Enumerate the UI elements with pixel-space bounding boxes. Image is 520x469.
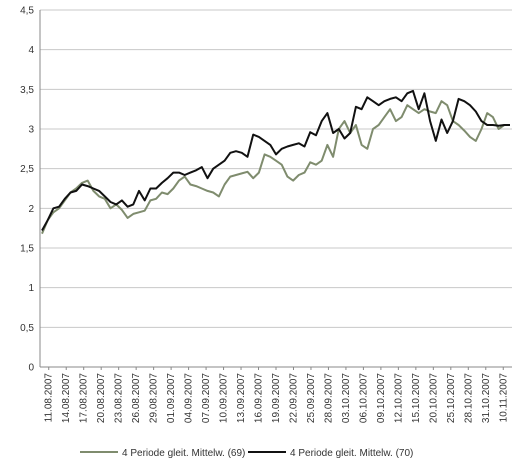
x-tick-label-13: 19.09.2007 <box>271 373 282 423</box>
x-tick-label-18: 06.10.2007 <box>358 373 369 423</box>
y-tick-label-6: 3 <box>28 125 34 136</box>
x-tick-label-26: 10.11.2007 <box>498 373 509 423</box>
x-tick-label-19: 09.10.2007 <box>376 373 387 423</box>
x-tick-label-11: 13.09.2007 <box>236 373 247 423</box>
x-tick-label-12: 16.09.2007 <box>254 373 265 423</box>
x-axis: 11.08.2007 14.08.2007 17.08.2007 20.08.2007… <box>40 366 512 423</box>
x-tick-label-16: 28.09.2007 <box>323 373 334 423</box>
x-tick-label-22: 20.10.2007 <box>428 373 439 423</box>
y-tick-label-7: 3,5 <box>20 85 34 96</box>
gridlines <box>40 9 512 368</box>
x-tick-label-4: 23.08.2007 <box>114 373 125 423</box>
legend: 4 Periode gleit. Mittelw. (69) 4 Periode… <box>80 448 413 459</box>
x-tick-label-21: 15.10.2007 <box>411 373 422 423</box>
x-tick-label-8: 04.09.2007 <box>184 373 195 423</box>
series-line-1 <box>41 89 510 231</box>
y-tick-label-8: 4 <box>28 45 34 56</box>
y-tick-label-4: 2 <box>28 204 34 215</box>
y-tick-label-5: 2,5 <box>20 164 34 175</box>
y-tick-label-9: 4,5 <box>20 6 34 17</box>
x-tick-label-20: 12.10.2007 <box>393 373 404 423</box>
x-tick-label-14: 22.09.2007 <box>288 373 299 423</box>
series-line-0 <box>41 100 510 235</box>
x-tick-label-17: 03.10.2007 <box>341 373 352 423</box>
x-tick-label-2: 17.08.2007 <box>79 373 90 423</box>
x-tick-label-7: 01.09.2007 <box>166 373 177 423</box>
y-tick-label-0: 0 <box>28 363 34 374</box>
x-tick-label-25: 31.10.2007 <box>481 373 492 423</box>
y-axis: 0 0,5 1 1,5 2 2,5 3 3,5 4 4,5 <box>20 6 41 374</box>
x-tick-label-3: 20.08.2007 <box>96 373 107 423</box>
x-tick-label-10: 10.09.2007 <box>219 373 230 423</box>
legend-label-series-69: 4 Periode gleit. Mittelw. (69) <box>122 448 245 459</box>
legend-label-series-70: 4 Periode gleit. Mittelw. (70) <box>290 448 413 459</box>
x-tick-label-9: 07.09.2007 <box>201 373 212 423</box>
y-tick-label-2: 1 <box>28 283 34 294</box>
x-tick-label-0: 11.08.2007 <box>44 373 55 423</box>
y-tick-label-1: 0,5 <box>20 323 34 334</box>
series-lines <box>41 89 510 235</box>
x-tick-label-1: 14.08.2007 <box>61 373 72 423</box>
x-tick-label-24: 28.10.2007 <box>463 373 474 423</box>
x-tick-label-6: 29.08.2007 <box>149 373 160 423</box>
y-tick-label-3: 1,5 <box>20 244 34 255</box>
x-tick-label-23: 25.10.2007 <box>446 373 457 423</box>
x-tick-label-15: 25.09.2007 <box>306 373 317 423</box>
x-tick-label-5: 26.08.2007 <box>131 373 142 423</box>
